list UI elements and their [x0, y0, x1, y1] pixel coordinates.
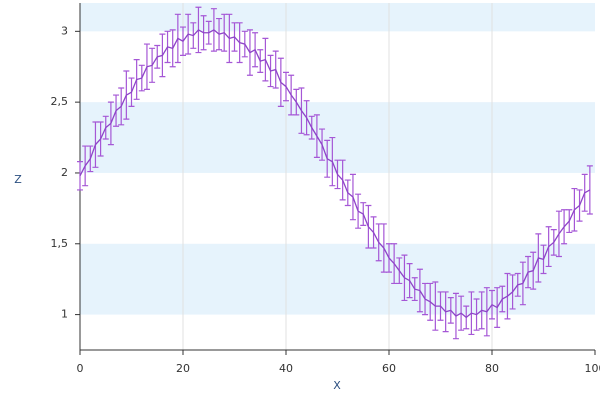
y-tick-label: 2,5 [51, 95, 69, 108]
x-tick-label: 40 [279, 362, 293, 375]
y-tick-label: 1,5 [51, 237, 69, 250]
error-bar [77, 161, 83, 191]
x-tick-label: 60 [382, 362, 396, 375]
x-axis-label: X [333, 379, 341, 392]
x-tick-label: 20 [176, 362, 190, 375]
line [79, 29, 591, 319]
y-tick-label: 2 [61, 166, 68, 179]
x-tick-label: 80 [485, 362, 499, 375]
y-tick-label: 3 [61, 24, 68, 37]
y-axis-label: Z [14, 173, 22, 186]
band [80, 3, 595, 32]
y-tick-label: 1 [61, 308, 68, 321]
x-tick-label: 100 [585, 362, 600, 375]
x-tick-label: 0 [77, 362, 84, 375]
band [80, 243, 595, 315]
